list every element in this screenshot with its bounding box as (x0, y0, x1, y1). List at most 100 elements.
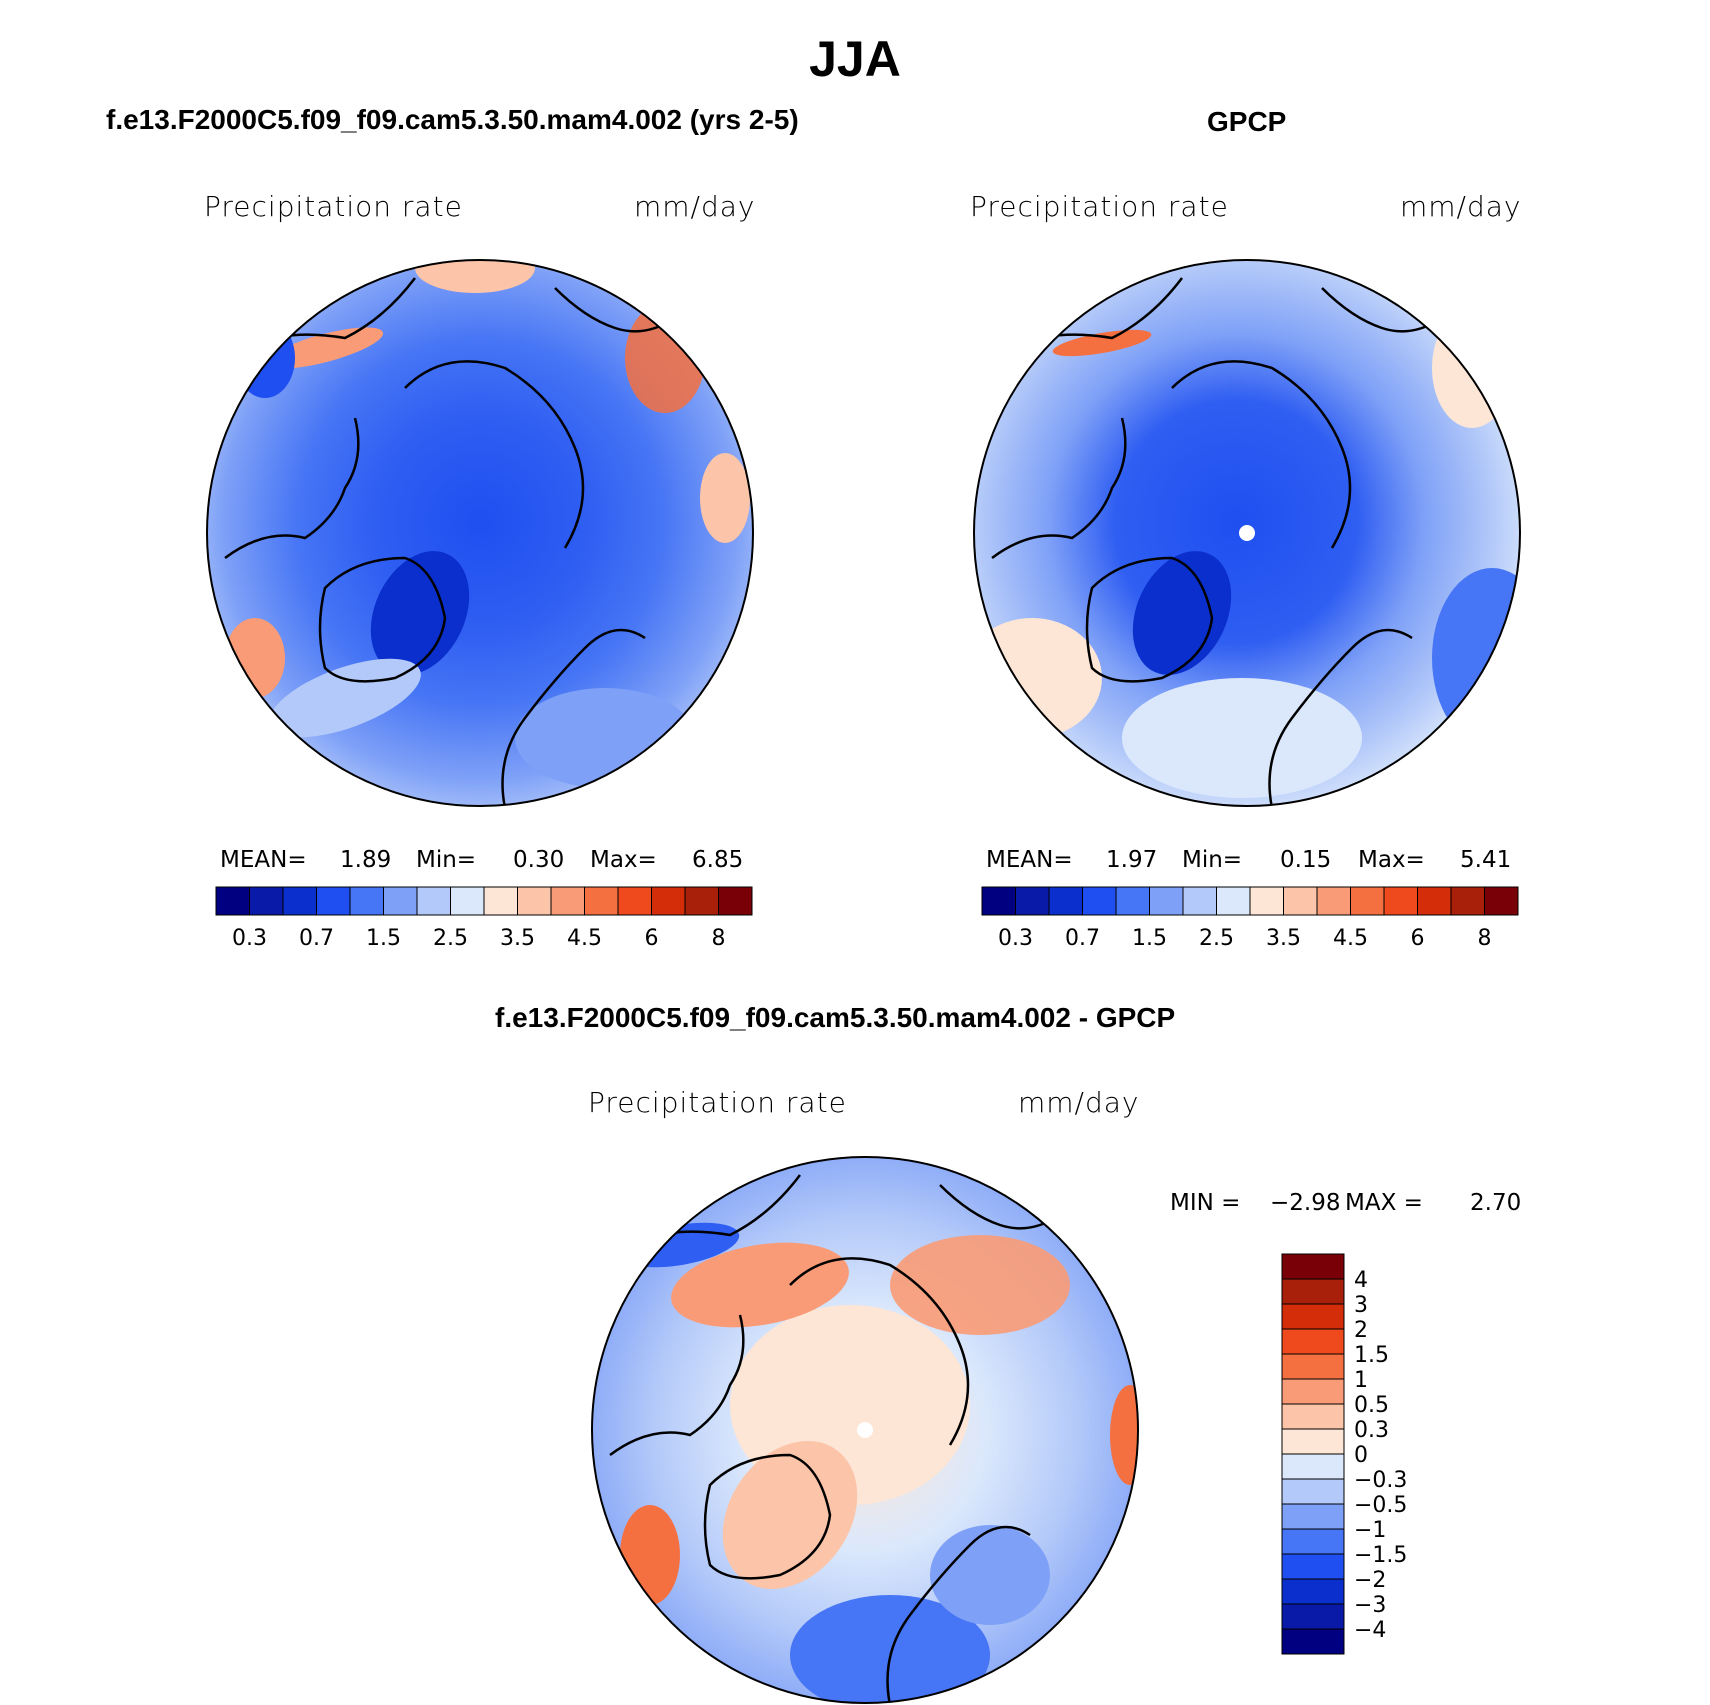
colorbar-2-label: 6 (1411, 926, 1425, 951)
page-title: JJA (809, 31, 901, 87)
colorbar-2-swatch (1015, 886, 1050, 916)
colorbar-2-swatch (1149, 886, 1184, 916)
colorbar-1-label: 1.5 (366, 926, 401, 951)
colorbar-3-label: 0.3 (1354, 1418, 1389, 1443)
panel-1-mean: 1.89 (340, 847, 392, 873)
panel-1-max-label: Max= (590, 847, 657, 873)
colorbar-3-swatch (1281, 1453, 1345, 1480)
panel-2-map (973, 259, 1521, 807)
colorbar-2-swatch (981, 886, 1016, 916)
panel-2-title: GPCP (1207, 106, 1287, 137)
colorbar-1-label: 4.5 (567, 926, 602, 951)
colorbar-2-label: 2.5 (1199, 926, 1234, 951)
colorbar-2-swatch (1216, 886, 1251, 916)
colorbar-1-swatch (416, 886, 451, 916)
colorbar-3-label: 0.5 (1354, 1393, 1389, 1418)
colorbar-1-label: 3.5 (500, 926, 535, 951)
colorbar-3-swatch (1281, 1278, 1345, 1305)
colorbar-3-label: 3 (1354, 1293, 1368, 1318)
colorbar-3-swatch (1281, 1353, 1345, 1380)
panel-3-title: f.e13.F2000C5.f09_f09.cam5.3.50.mam4.002… (495, 1002, 1176, 1033)
colorbar-1-swatch (517, 886, 552, 916)
colorbar-3-label: −0.5 (1354, 1493, 1407, 1518)
colorbar-1-swatch (383, 886, 418, 916)
colorbar-3-label: −2 (1354, 1568, 1386, 1593)
colorbar-2-label: 8 (1478, 926, 1492, 951)
colorbar-3-swatch (1281, 1378, 1345, 1405)
colorbar-1-label: 8 (712, 926, 726, 951)
colorbar-2-swatch (1115, 886, 1150, 916)
colorbar-1-swatch (282, 886, 317, 916)
panel-3-max-label: MAX = (1345, 1190, 1423, 1216)
colorbar-1-label: 6 (645, 926, 659, 951)
panel-2-max: 5.41 (1460, 847, 1512, 873)
colorbar-2-label: 0.7 (1065, 926, 1100, 951)
colorbar-3-swatch (1281, 1628, 1345, 1655)
colorbar-2-label: 0.3 (998, 926, 1033, 951)
colorbar-3-label: 4 (1354, 1268, 1368, 1293)
colorbar-1-label: 0.3 (232, 926, 267, 951)
colorbar-2-label: 3.5 (1266, 926, 1301, 951)
colorbar-3-label: 0 (1354, 1443, 1368, 1468)
panel-3-min: −2.98 (1270, 1190, 1341, 1216)
colorbar-2-swatch (1484, 886, 1519, 916)
panel-1-min: 0.30 (513, 847, 565, 873)
panel-1-min-label: Min= (416, 847, 477, 873)
colorbar-3-label: −4 (1354, 1618, 1386, 1643)
panel-1-title: f.e13.F2000C5.f09_f09.cam5.3.50.mam4.002… (106, 104, 799, 135)
colorbar-3-swatch (1281, 1603, 1345, 1630)
colorbar-1-swatch (450, 886, 485, 916)
panel-3-units: mm/day (1018, 1086, 1140, 1119)
colorbar-1-swatch (550, 886, 585, 916)
colorbar-1-swatch (215, 886, 250, 916)
colorbar-3-label: −0.3 (1354, 1468, 1407, 1493)
colorbar-2-swatch (1316, 886, 1351, 916)
colorbar-1-swatch (349, 886, 384, 916)
panel-1-mean-label: MEAN= (220, 847, 307, 873)
panel-1-units: mm/day (634, 190, 756, 223)
colorbar-2-label: 1.5 (1132, 926, 1167, 951)
colorbar-3-label: −1 (1354, 1518, 1386, 1543)
panel-1-colorbar: 0.3 0.7 1.5 2.5 3.5 4.5 6 8 (215, 886, 753, 951)
colorbar-2-label: 4.5 (1333, 926, 1368, 951)
panel-2-mean: 1.97 (1106, 847, 1158, 873)
colorbar-2-swatch (1082, 886, 1117, 916)
colorbar-1-swatch (718, 886, 753, 916)
panel-2-variable: Precipitation rate (970, 190, 1229, 223)
colorbar-1-swatch (584, 886, 619, 916)
colorbar-1-label: 2.5 (433, 926, 468, 951)
colorbar-3-swatch (1281, 1478, 1345, 1505)
panel-2-units: mm/day (1400, 190, 1522, 223)
colorbar-3-label: −1.5 (1354, 1543, 1407, 1568)
colorbar-1-swatch (249, 886, 284, 916)
panel-2-min-label: Min= (1182, 847, 1243, 873)
colorbar-2-swatch (1249, 886, 1284, 916)
colorbar-2-swatch (1048, 886, 1083, 916)
colorbar-3-swatch (1281, 1403, 1345, 1430)
panel-3-variable: Precipitation rate (588, 1086, 847, 1119)
colorbar-2-swatch (1450, 886, 1485, 916)
colorbar-3-swatch (1281, 1553, 1345, 1580)
colorbar-3-swatch (1281, 1328, 1345, 1355)
panel-3-min-label: MIN = (1170, 1190, 1241, 1216)
colorbar-3-swatch (1281, 1528, 1345, 1555)
colorbar-1-swatch (651, 886, 686, 916)
panel-3-max: 2.70 (1470, 1190, 1522, 1216)
panel-1-map (206, 259, 754, 807)
colorbar-2-swatch (1182, 886, 1217, 916)
colorbar-1-swatch (684, 886, 719, 916)
colorbar-2-swatch (1383, 886, 1418, 916)
colorbar-3-swatch (1281, 1303, 1345, 1330)
colorbar-3-label: 2 (1354, 1318, 1368, 1343)
colorbar-1-swatch (483, 886, 518, 916)
colorbar-1-swatch (316, 886, 351, 916)
panel-1-variable: Precipitation rate (204, 190, 463, 223)
colorbar-1-swatch (617, 886, 652, 916)
panel-3-map (591, 1156, 1139, 1704)
colorbar-3-label: 1 (1354, 1368, 1368, 1393)
colorbar-3-swatch (1281, 1253, 1345, 1280)
panel-1-max: 6.85 (692, 847, 744, 873)
colorbar-2-swatch (1350, 886, 1385, 916)
colorbar-3-label: −3 (1354, 1593, 1386, 1618)
